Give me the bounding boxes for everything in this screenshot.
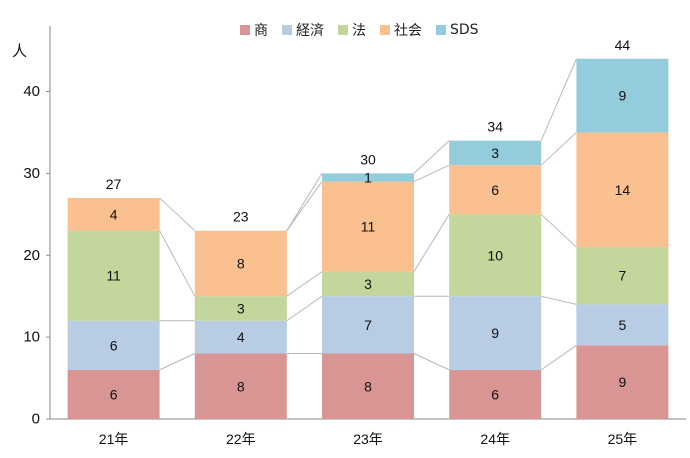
data-label: 3	[237, 300, 245, 316]
bar-segment	[194, 353, 287, 419]
legend-swatch-keizai	[282, 25, 292, 35]
legend-swatch-shou	[240, 25, 250, 35]
bar-segment	[67, 230, 160, 321]
series-connector-line	[413, 140, 450, 174]
bar-segment	[67, 197, 160, 231]
data-label: 10	[487, 247, 503, 263]
data-label: 9	[619, 88, 627, 104]
legend-swatch-sds	[436, 25, 446, 35]
y-tick-label: 40	[23, 83, 40, 100]
bar-segment	[449, 296, 542, 370]
bar-segment	[449, 165, 542, 215]
bar-segment	[322, 173, 414, 182]
data-label: 7	[364, 317, 372, 333]
series-connector-line	[159, 230, 196, 297]
bar-segment	[194, 296, 287, 321]
legend-item-hou: 法	[338, 20, 366, 40]
y-tick-label: 20	[23, 247, 40, 264]
legend: 商 経済 法 社会 SDS	[240, 20, 479, 40]
total-label: 30	[360, 151, 376, 167]
bar-segment	[194, 230, 287, 297]
data-label: 14	[615, 182, 631, 198]
data-label: 5	[619, 317, 627, 333]
legend-label-shakai: 社会	[394, 23, 422, 39]
data-label: 7	[619, 268, 627, 284]
legend-item-keizai: 経済	[282, 20, 324, 40]
data-label: 3	[364, 276, 372, 292]
bar-segment	[576, 304, 669, 346]
bar-segment	[576, 345, 669, 419]
bar-segment	[576, 58, 669, 133]
data-label: 6	[110, 386, 118, 402]
bar-segment	[322, 271, 414, 297]
bar-segment	[322, 296, 414, 354]
legend-item-shou: 商	[240, 20, 268, 40]
data-label: 6	[491, 386, 499, 402]
total-label: 44	[615, 37, 631, 53]
data-label: 4	[110, 206, 118, 222]
data-label: 6	[110, 337, 118, 353]
bar-segment	[576, 132, 669, 248]
series-connector-line	[413, 353, 450, 371]
series-connector-line	[286, 271, 323, 297]
y-tick-label: 0	[32, 411, 40, 428]
legend-item-shakai: 社会	[380, 20, 422, 40]
series-connector-line	[159, 353, 196, 371]
data-label: 3	[491, 145, 499, 161]
total-label: 34	[487, 119, 503, 135]
legend-swatch-shakai	[380, 25, 390, 35]
series-connector-line	[540, 132, 577, 166]
series-connector-line	[413, 214, 450, 272]
x-tick-label: 21年	[99, 431, 129, 447]
series-connector-line	[286, 181, 323, 231]
series-connector-line	[541, 295, 577, 305]
legend-item-sds: SDS	[436, 20, 479, 40]
data-label: 1	[364, 169, 372, 185]
y-tick-label: 10	[23, 329, 40, 346]
bar-segment	[67, 369, 160, 419]
x-tick-label: 25年	[608, 431, 638, 447]
bar-segment	[322, 353, 414, 419]
total-label: 27	[106, 176, 122, 192]
bar-segment	[194, 320, 287, 354]
series-connector-line	[286, 173, 323, 231]
x-tick-label: 24年	[480, 431, 510, 447]
x-tick-label: 22年	[226, 431, 256, 447]
bar-segment	[67, 320, 160, 370]
legend-label-sds: SDS	[450, 22, 479, 38]
series-connector-line	[286, 295, 323, 322]
data-label: 11	[106, 268, 121, 284]
bar-segment	[576, 247, 669, 305]
data-label: 9	[619, 374, 627, 390]
legend-label-keizai: 経済	[296, 23, 324, 39]
series-connector-line	[159, 197, 196, 232]
legend-label-shou: 商	[254, 23, 268, 39]
data-label: 4	[237, 329, 245, 345]
bar-segment	[449, 369, 542, 419]
series-connector-line	[413, 164, 450, 183]
data-label: 8	[237, 378, 245, 394]
bar-segment	[322, 181, 414, 272]
series-connector-line	[540, 344, 577, 371]
data-label: 6	[491, 182, 499, 198]
data-label: 8	[364, 378, 372, 394]
series-connector-line	[540, 58, 577, 141]
data-label: 9	[491, 325, 499, 341]
x-tick-label: 23年	[353, 431, 383, 447]
total-label: 23	[233, 209, 249, 225]
bar-segment	[449, 140, 542, 166]
y-axis-label: 人	[12, 42, 28, 60]
y-tick-label: 30	[23, 165, 40, 182]
data-label: 8	[237, 255, 245, 271]
data-label: 11	[361, 219, 376, 235]
series-connector-line	[540, 213, 577, 248]
bar-segment	[449, 214, 542, 297]
legend-swatch-hou	[338, 25, 348, 35]
legend-label-hou: 法	[352, 23, 366, 39]
